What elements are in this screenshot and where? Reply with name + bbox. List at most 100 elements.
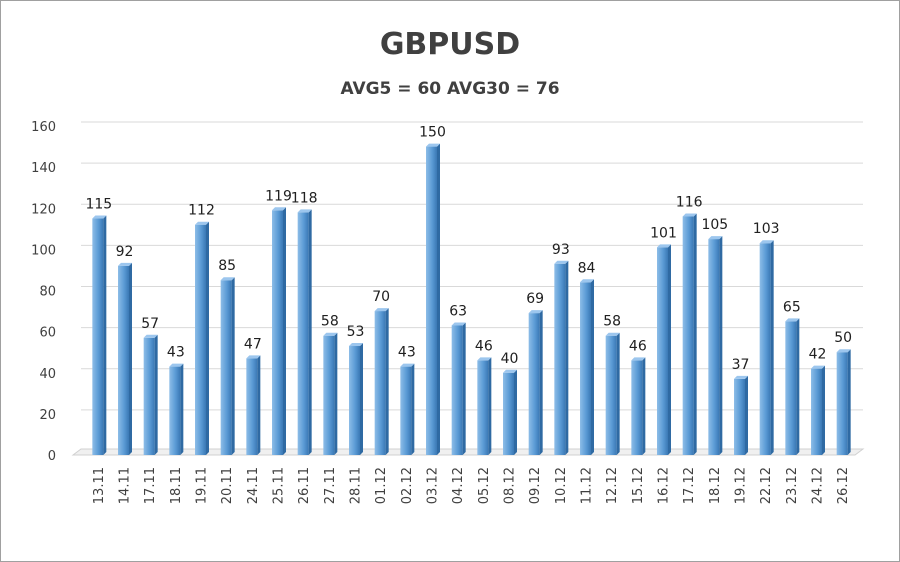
bar-top xyxy=(836,349,851,353)
bar-side xyxy=(334,332,338,455)
bar-top xyxy=(734,375,748,379)
bar-top xyxy=(682,213,697,217)
bar xyxy=(400,366,412,455)
data-label: 70 xyxy=(372,289,390,305)
bar xyxy=(246,358,258,455)
data-label: 58 xyxy=(603,314,621,330)
bar xyxy=(92,218,104,455)
bar-top xyxy=(349,343,363,347)
x-tick-label: 09.12 xyxy=(528,467,543,504)
bar-side xyxy=(231,277,235,455)
bar-top xyxy=(759,240,774,244)
bar-top xyxy=(528,310,543,314)
bar xyxy=(528,313,540,455)
bar xyxy=(503,372,514,455)
bar-side xyxy=(180,363,184,455)
bar-top xyxy=(631,357,646,361)
data-label: 103 xyxy=(753,221,780,237)
bar xyxy=(734,378,745,455)
x-tick-label: 10.12 xyxy=(554,467,569,504)
x-tick-label: 01.12 xyxy=(374,467,389,504)
data-label: 65 xyxy=(783,299,801,315)
x-tick-label: 04.12 xyxy=(451,467,466,504)
x-tick-label: 16.12 xyxy=(657,467,672,504)
data-label: 43 xyxy=(398,345,416,361)
bar-side xyxy=(668,244,671,455)
bar-top xyxy=(785,318,800,322)
bar xyxy=(785,321,797,455)
data-label: 37 xyxy=(732,357,750,373)
bar-side xyxy=(591,279,594,455)
data-label: 93 xyxy=(552,242,570,258)
data-label: 57 xyxy=(141,316,159,332)
x-tick-label: 05.12 xyxy=(477,467,492,504)
x-tick-label: 26.12 xyxy=(836,467,851,504)
bar-top xyxy=(503,369,517,373)
bar xyxy=(631,360,643,455)
y-tick-label: 120 xyxy=(31,202,56,217)
x-tick-label: 19.12 xyxy=(734,467,749,504)
bar-side xyxy=(257,355,261,455)
x-tick-label: 18.11 xyxy=(169,467,184,504)
data-label: 118 xyxy=(291,190,318,206)
data-label: 69 xyxy=(526,291,544,307)
bar-top xyxy=(374,308,389,312)
bar xyxy=(220,280,232,455)
bar-top xyxy=(451,322,466,326)
bar-side xyxy=(385,308,389,455)
data-label: 84 xyxy=(578,260,596,276)
x-tick-label: 02.12 xyxy=(400,467,415,504)
x-tick-label: 03.12 xyxy=(426,467,441,504)
bar-side xyxy=(770,240,774,455)
bar-side xyxy=(488,357,492,455)
bar-side xyxy=(745,375,748,455)
data-label: 40 xyxy=(501,351,519,367)
bar-top xyxy=(220,277,235,281)
chart-title: GBPUSD xyxy=(379,27,521,62)
x-tick-label: 17.11 xyxy=(143,467,158,504)
bar-top xyxy=(118,262,132,266)
y-tick-label: 0 xyxy=(48,449,56,464)
data-label: 47 xyxy=(244,336,262,352)
x-tick-label: 17.12 xyxy=(682,467,697,504)
bar-side xyxy=(693,213,697,455)
bar-side xyxy=(206,221,209,455)
bar xyxy=(118,265,129,455)
bar-top xyxy=(708,236,723,240)
y-tick-label: 80 xyxy=(39,285,56,300)
bar xyxy=(374,311,386,455)
bar-top xyxy=(426,143,440,147)
data-label: 46 xyxy=(629,338,647,354)
x-tick-label: 08.12 xyxy=(503,467,518,504)
bar xyxy=(426,146,437,455)
data-label: 46 xyxy=(475,338,493,354)
y-tick-label: 140 xyxy=(31,161,56,176)
bar xyxy=(195,224,206,455)
data-label: 92 xyxy=(116,244,134,260)
bar xyxy=(451,325,463,455)
bar-side xyxy=(616,332,620,455)
bar-top xyxy=(246,355,261,359)
bar-top xyxy=(580,279,594,283)
y-tick-label: 60 xyxy=(39,326,56,341)
data-label: 150 xyxy=(419,125,446,141)
bar-top xyxy=(811,365,825,369)
bar xyxy=(297,212,309,455)
bar-top xyxy=(605,332,620,336)
x-tick-label: 26.11 xyxy=(297,467,312,504)
bar xyxy=(759,243,771,455)
bar-top xyxy=(297,209,312,213)
y-tick-label: 20 xyxy=(39,408,56,423)
x-tick-label: 20.11 xyxy=(220,467,235,504)
bar xyxy=(811,368,822,455)
bar-side xyxy=(462,322,466,455)
x-tick-label: 22.12 xyxy=(759,467,774,504)
bar-side xyxy=(283,207,286,455)
x-tick-label: 19.11 xyxy=(195,467,210,504)
x-tick-label: 13.11 xyxy=(92,467,107,504)
bar-side xyxy=(154,334,158,455)
bar xyxy=(657,247,668,455)
bar-side xyxy=(847,349,851,455)
